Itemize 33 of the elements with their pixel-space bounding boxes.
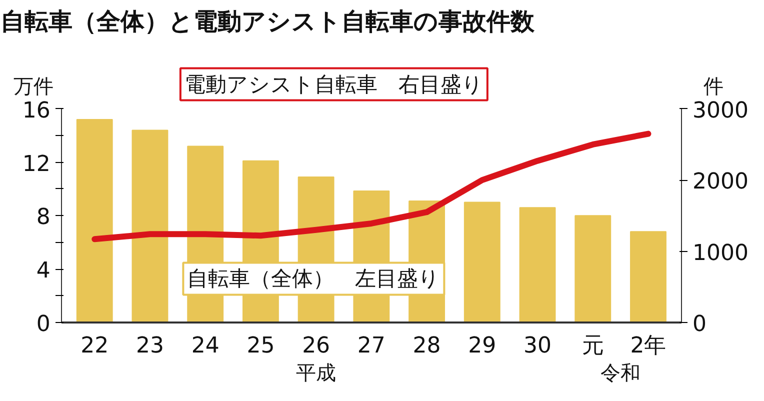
text: 自転車（全体） 左目盛り xyxy=(187,266,440,291)
x-tick-label: 30 xyxy=(524,333,552,358)
x-tick-label: 2年 xyxy=(630,333,666,358)
x-tick-label: 28 xyxy=(412,333,441,358)
y2-tick-label: 2000 xyxy=(692,170,748,195)
text: 平成 xyxy=(296,360,336,384)
y-tick-label: 0 xyxy=(36,312,50,337)
y-tick-label: 4 xyxy=(36,258,50,284)
text: 電動アシスト自転車 右目盛り xyxy=(184,72,484,96)
x-tick-label: 25 xyxy=(246,333,275,358)
bar xyxy=(630,231,666,323)
text: 令和 xyxy=(600,360,641,384)
x-tick-label: 27 xyxy=(357,333,386,358)
chart-title: 自転車（全体）と電動アシスト自転車の事故件数 xyxy=(0,8,536,36)
y-tick-label: 8 xyxy=(36,205,50,230)
x-tick-label: 29 xyxy=(468,333,496,358)
y2-axis-title: 件 xyxy=(703,74,724,98)
x-tick-label: 23 xyxy=(136,333,164,358)
bar xyxy=(132,130,168,323)
x-tick-label: 元 xyxy=(582,333,604,358)
x-tick-label: 22 xyxy=(80,333,109,358)
bar xyxy=(76,119,113,323)
bar xyxy=(464,202,500,323)
y-tick-label: 16 xyxy=(22,98,50,124)
y2-tick-label: 0 xyxy=(692,312,706,337)
bar xyxy=(574,215,612,323)
y-axis-title: 万件 xyxy=(13,74,54,98)
y2-tick-label: 3000 xyxy=(692,98,748,124)
x-tick-label: 26 xyxy=(302,333,330,358)
y2-tick-label: 1000 xyxy=(692,240,748,266)
x-tick-label: 24 xyxy=(191,333,220,358)
y-tick-label: 12 xyxy=(22,152,50,177)
bar xyxy=(519,207,556,323)
